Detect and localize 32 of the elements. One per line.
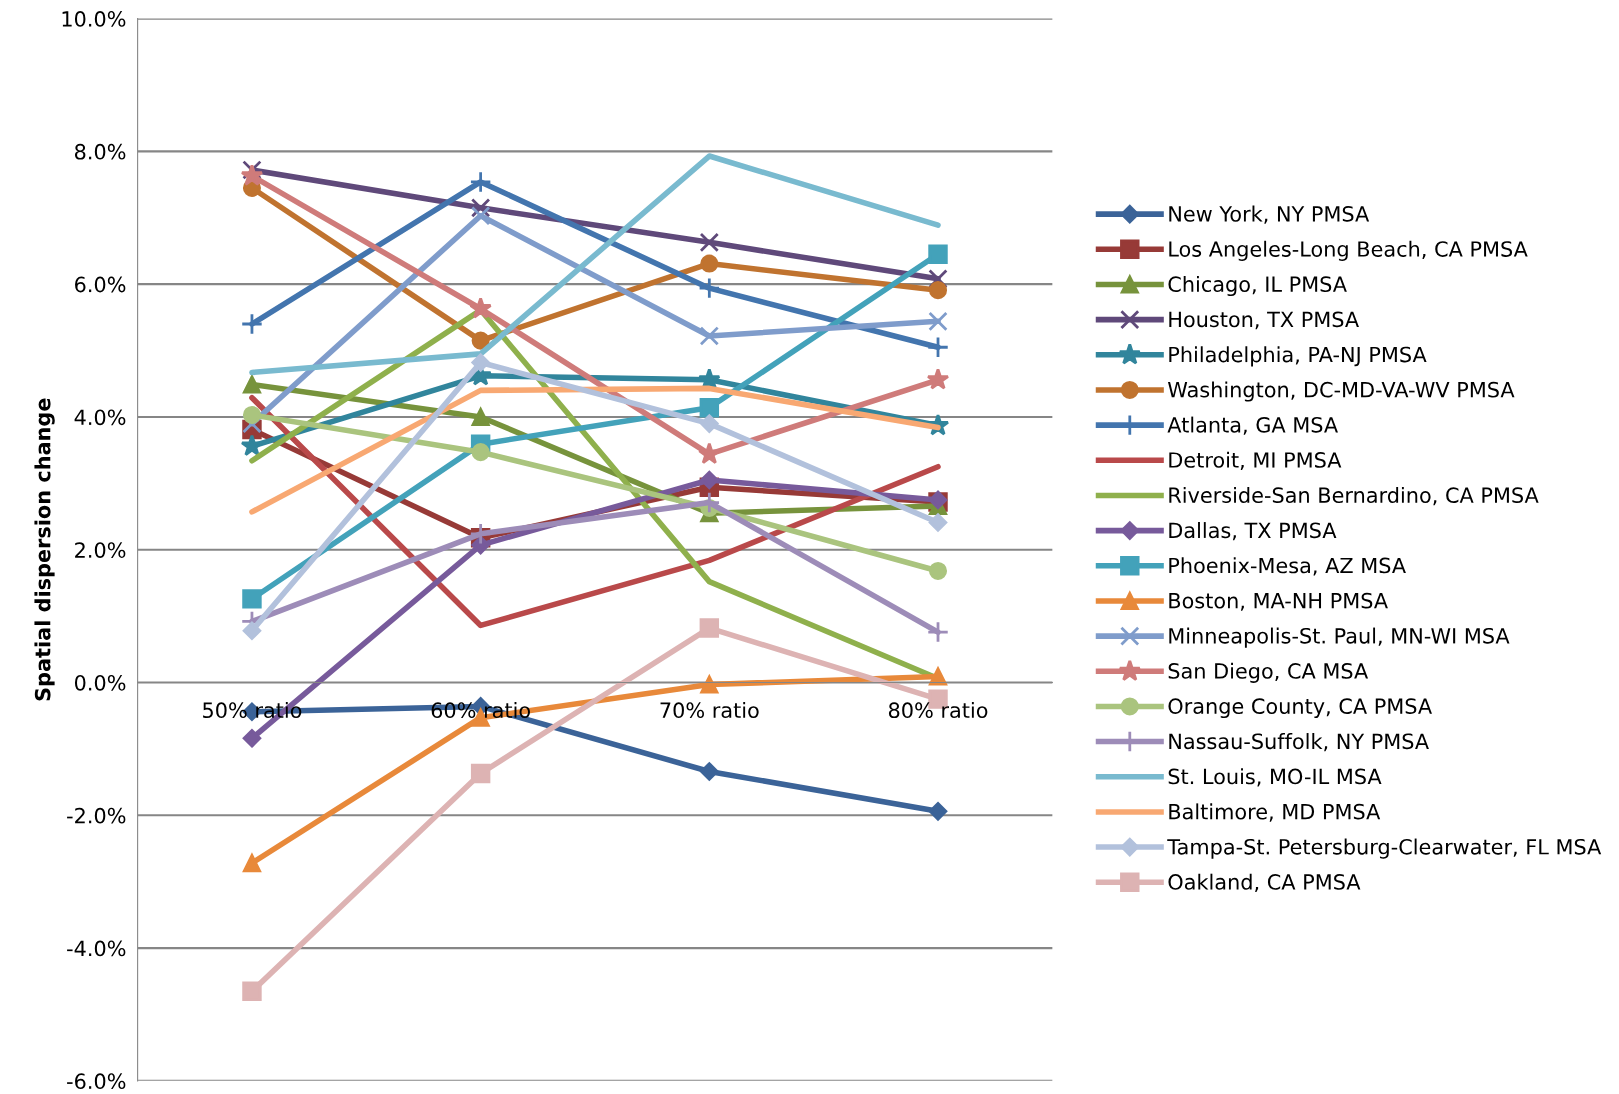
- legend-label: New York, NY PMSA: [1169, 205, 1370, 224]
- legend-label: Detroit, MI PMSA: [1169, 451, 1342, 470]
- legend-label: Chicago, IL PMSA: [1168, 275, 1347, 297]
- y-tick-label: 10.0%: [62, 11, 126, 27]
- legend-label: Phoenix-Mesa, AZ MSA: [1169, 557, 1406, 576]
- y-tick-label: 0.0%: [74, 674, 126, 691]
- legend-label: St. Louis, MO-IL MSA: [1168, 768, 1382, 787]
- legend-label: Oakland, CA PMSA: [1168, 873, 1361, 892]
- y-tick-label: 2.0%: [75, 542, 126, 558]
- legend-label: Nassau-Suffolk, NY PMSA: [1169, 733, 1429, 752]
- x-tick-label: 70% ratio: [660, 701, 759, 719]
- x-tick-label: 80% ratio: [888, 701, 988, 719]
- legend-label: Orange County, CA PMSA: [1168, 698, 1432, 719]
- legend-label: Minneapolis-St. Paul, MN-WI MSA: [1169, 627, 1510, 648]
- legend-label: Houston, TX PMSA: [1169, 311, 1359, 330]
- y-tick-label: -2.0%: [67, 807, 126, 824]
- legend-label: Boston, MA-NH PMSA: [1169, 592, 1388, 611]
- y-tick-label: 6.0%: [75, 276, 126, 293]
- legend-label: Dallas, TX PMSA: [1169, 522, 1337, 541]
- legend-label: Philadelphia, PA-NJ PMSA: [1169, 346, 1427, 367]
- y-axis-title: Spatial dispersion change: [34, 398, 55, 701]
- legend-label: Los Angeles-Long Beach, CA PMSA: [1169, 240, 1528, 261]
- legend-label: Atlanta, GA MSA: [1167, 416, 1338, 435]
- y-tick-label: 4.0%: [74, 409, 126, 426]
- y-tick-label: -6.0%: [67, 1073, 126, 1090]
- legend-label: Riverside-San Bernardino, CA PMSA: [1169, 486, 1539, 506]
- y-tick-label: 8.0%: [74, 143, 126, 160]
- legend-label: Baltimore, MD PMSA: [1169, 803, 1381, 822]
- legend-label: Tampa-St. Petersburg-Clearwater, FL MSA: [1167, 838, 1602, 859]
- y-tick-label: -4.0%: [67, 940, 126, 957]
- legend-label: San Diego, CA MSA: [1168, 662, 1369, 683]
- legend-label: Washington, DC-MD-VA-WV PMSA: [1167, 381, 1515, 402]
